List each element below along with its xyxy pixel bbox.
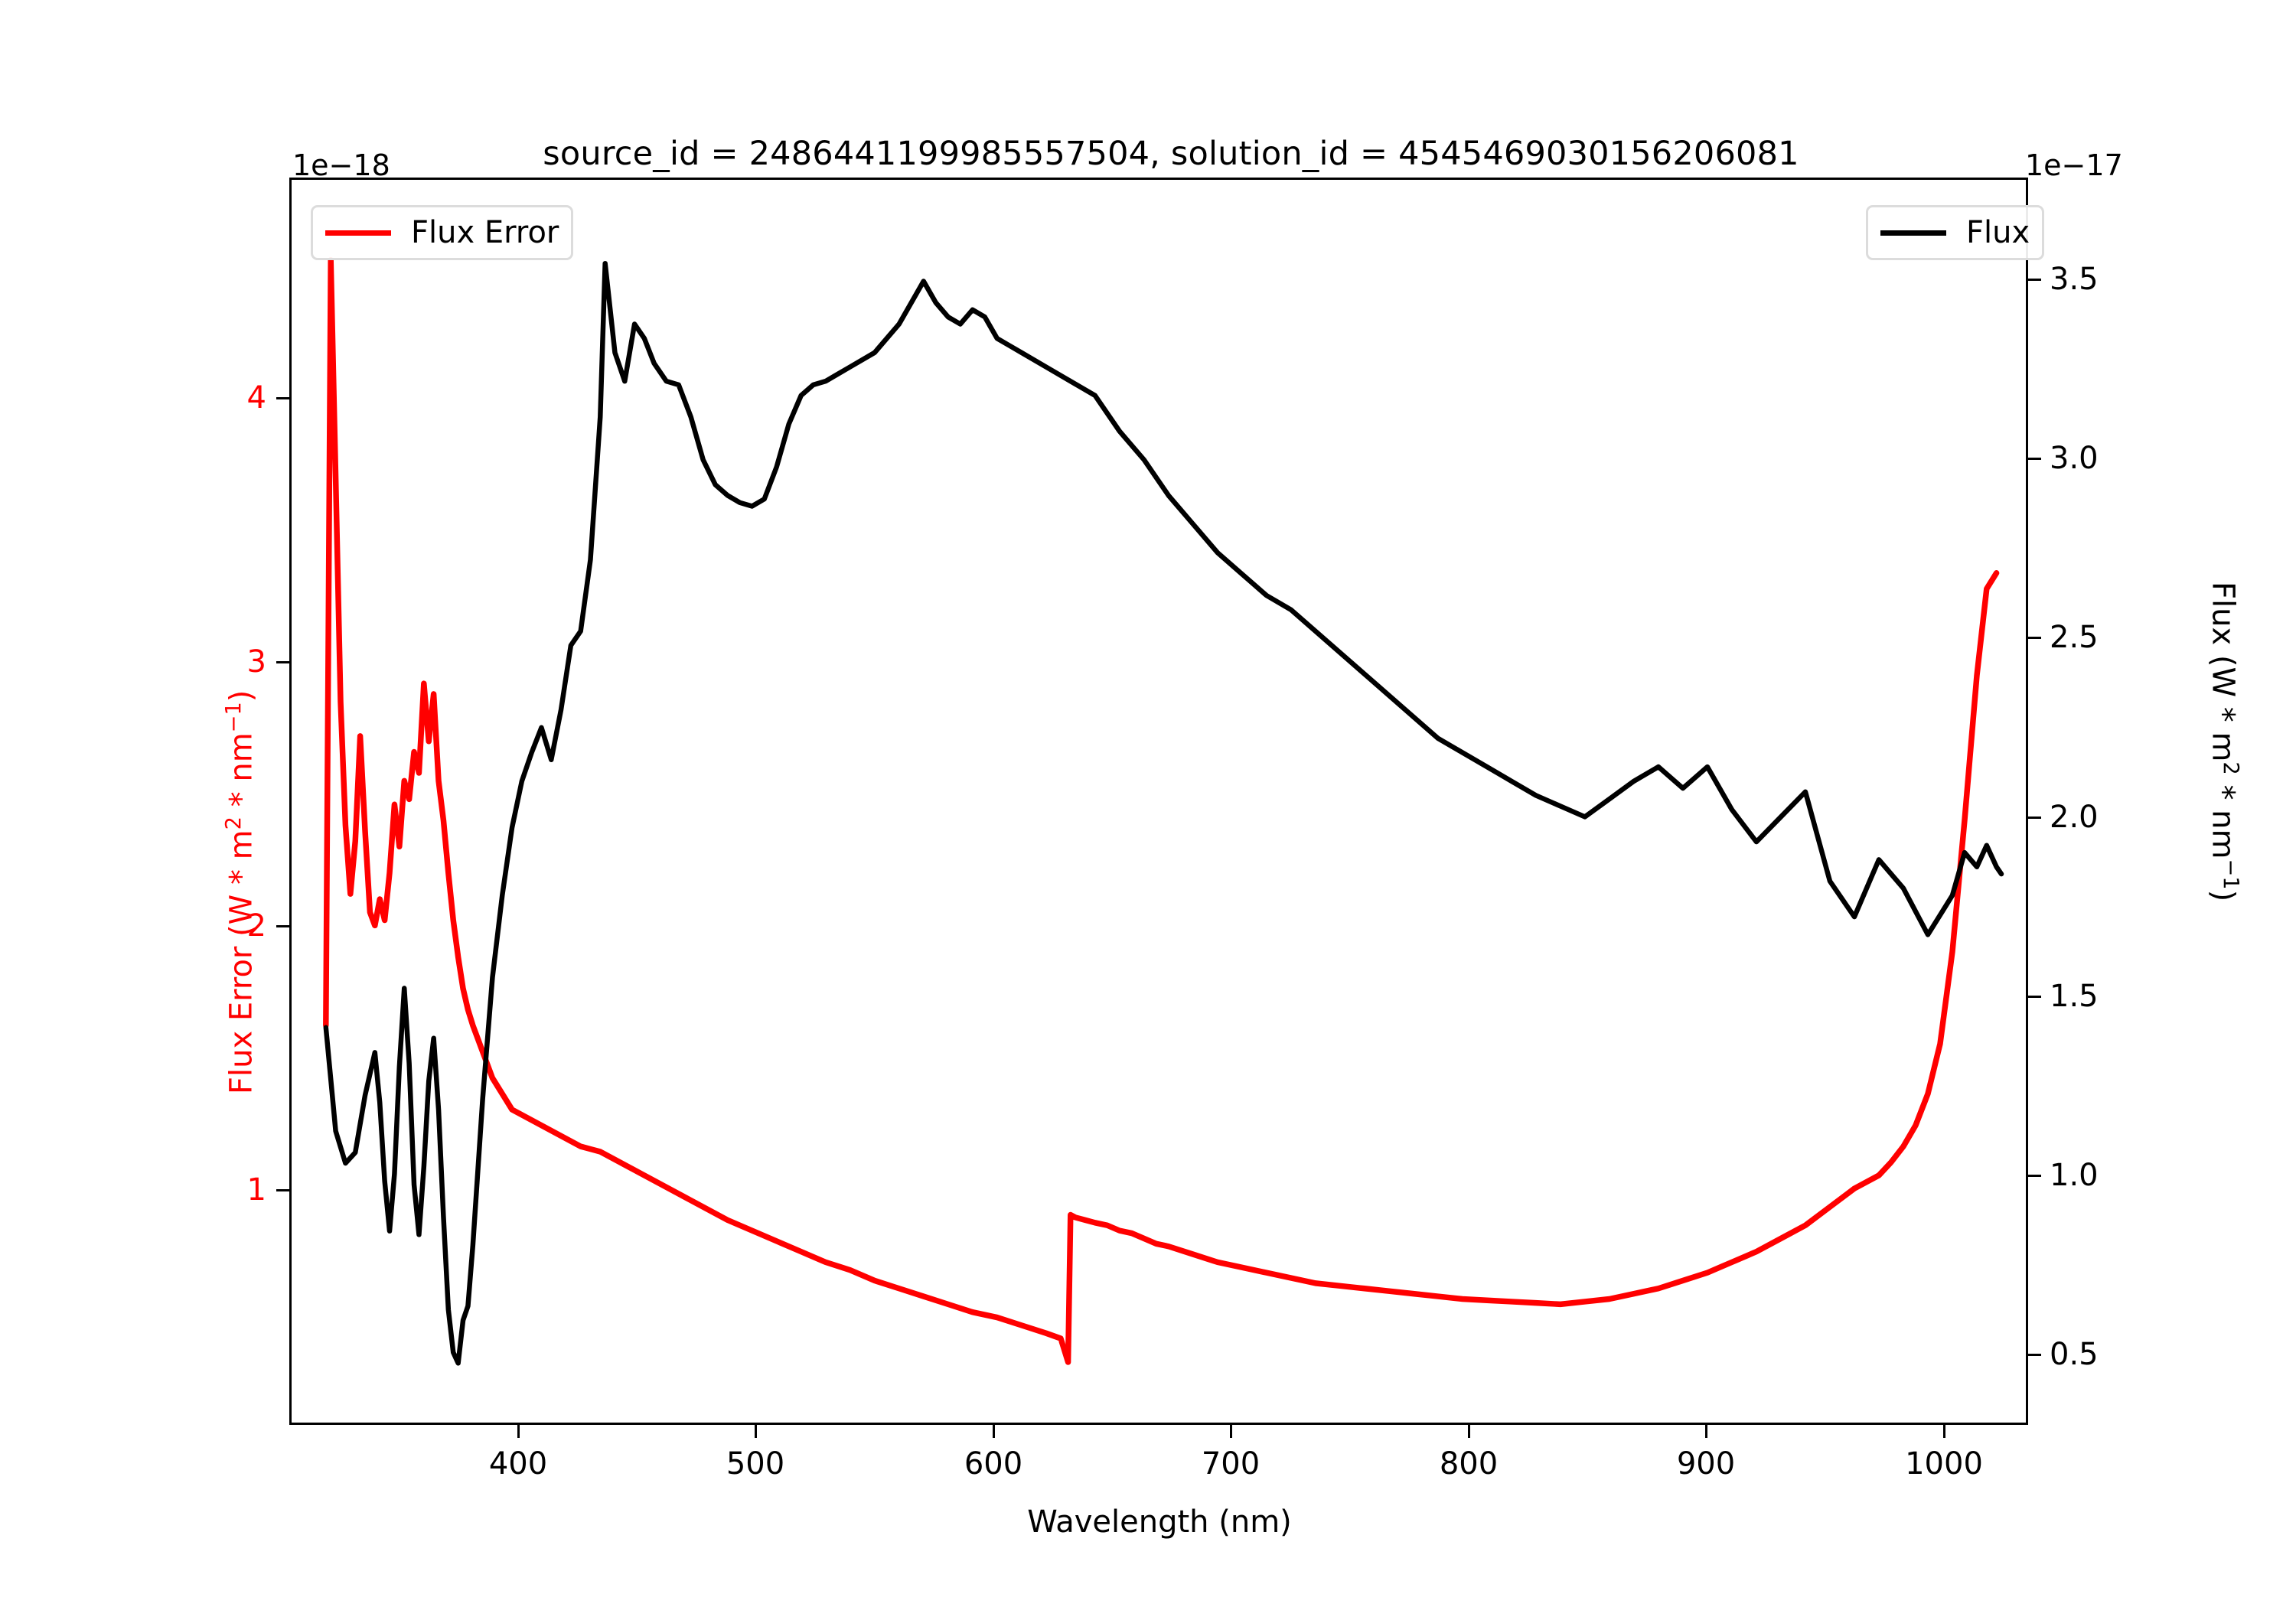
right-axis-label-text: Flux (W * m bbox=[2205, 582, 2241, 762]
right-ytick-mark bbox=[2028, 637, 2041, 639]
xtick-label: 500 bbox=[726, 1446, 785, 1482]
xtick-mark bbox=[1705, 1425, 1707, 1438]
left-ytick-label: 2 bbox=[246, 908, 266, 944]
plot-title: source_id = 2486441199985557504, solutio… bbox=[543, 135, 1799, 173]
xtick-label: 600 bbox=[964, 1446, 1023, 1482]
xtick-mark bbox=[993, 1425, 995, 1438]
xtick-label: 800 bbox=[1439, 1446, 1499, 1482]
right-axis-label-mid: * nm bbox=[2205, 774, 2241, 859]
left-ytick-label: 4 bbox=[246, 380, 266, 416]
left-axis-label: Flux Error (W * m2 * nm−1) bbox=[222, 690, 259, 1094]
right-ytick-label: 1.0 bbox=[2050, 1158, 2099, 1193]
legend-flux-error[interactable]: Flux Error bbox=[311, 205, 574, 260]
left-ytick-label: 3 bbox=[246, 644, 266, 680]
flux-error-series bbox=[323, 257, 2000, 1365]
right-ytick-mark bbox=[2028, 817, 2041, 819]
right-ytick-label: 3.5 bbox=[2050, 262, 2099, 297]
xtick-mark bbox=[517, 1425, 520, 1438]
right-ytick-mark bbox=[2028, 279, 2041, 281]
xtick-label: 700 bbox=[1201, 1446, 1261, 1482]
right-ytick-label: 2.5 bbox=[2050, 620, 2099, 655]
right-ytick-label: 3.0 bbox=[2050, 441, 2099, 476]
legend-line-swatch-flux bbox=[1880, 230, 1946, 236]
right-ytick-mark bbox=[2028, 1354, 2041, 1356]
right-axis-label: Flux (W * m2 * nm−1) bbox=[2206, 582, 2242, 901]
right-axis-label-sup2: −1 bbox=[2219, 859, 2242, 890]
right-ytick-mark bbox=[2028, 1175, 2041, 1177]
xtick-mark bbox=[1230, 1425, 1232, 1438]
xtick-label: 900 bbox=[1676, 1446, 1736, 1482]
left-ytick-mark bbox=[276, 661, 289, 663]
legend-label-flux: Flux bbox=[1966, 215, 2030, 250]
xtick-label: 1000 bbox=[1905, 1446, 1983, 1482]
left-ytick-label: 1 bbox=[246, 1172, 266, 1208]
right-axis-label-suffix: ) bbox=[2205, 889, 2241, 902]
x-axis-label: Wavelength (nm) bbox=[1027, 1504, 1292, 1540]
legend-line-swatch-flux-error bbox=[325, 230, 391, 236]
left-ytick-mark bbox=[276, 1189, 289, 1191]
plot-area bbox=[289, 178, 2028, 1425]
right-ytick-mark bbox=[2028, 996, 2041, 998]
xtick-mark bbox=[755, 1425, 757, 1438]
right-ytick-label: 1.5 bbox=[2050, 979, 2099, 1014]
left-axis-label-sup1: 2 bbox=[222, 817, 246, 830]
right-ytick-mark bbox=[2028, 458, 2041, 460]
right-axis-offset-text: 1e−17 bbox=[2025, 148, 2123, 182]
legend-label-flux-error: Flux Error bbox=[411, 215, 559, 250]
right-axis-label-sup1: 2 bbox=[2219, 761, 2242, 775]
left-ytick-mark bbox=[276, 397, 289, 399]
xtick-mark bbox=[1943, 1425, 1945, 1438]
left-axis-label-sup2: −1 bbox=[222, 702, 246, 733]
left-axis-label-text: Flux Error (W * m bbox=[223, 830, 259, 1094]
right-ytick-label: 2.0 bbox=[2050, 800, 2099, 835]
left-axis-label-suffix: ) bbox=[223, 689, 259, 702]
left-axis-offset-text: 1e−18 bbox=[292, 148, 390, 182]
right-ytick-label: 0.5 bbox=[2050, 1337, 2099, 1372]
left-axis-label-mid: * nm bbox=[223, 732, 259, 817]
left-ytick-mark bbox=[276, 925, 289, 927]
flux-series bbox=[323, 260, 2004, 1366]
xtick-label: 400 bbox=[488, 1446, 548, 1482]
plot-svg bbox=[323, 257, 2004, 1366]
legend-flux[interactable]: Flux bbox=[1866, 205, 2045, 260]
xtick-mark bbox=[1468, 1425, 1470, 1438]
